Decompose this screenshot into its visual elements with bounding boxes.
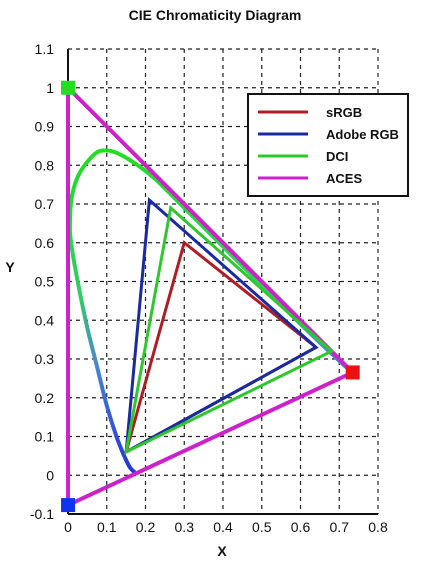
gamut-triangle-aces: [65, 82, 357, 509]
x-tick-label: 0.8: [368, 519, 388, 535]
legend-label-aces: ACES: [326, 171, 362, 186]
x-tick-label: 0.4: [213, 519, 233, 535]
legend-label-dci: DCI: [326, 149, 348, 164]
gamut-triangle-srgb: [123, 240, 319, 456]
y-axis-label: Y: [5, 259, 15, 275]
x-tick-label: 0.6: [291, 519, 311, 535]
x-tick-label: 0.5: [252, 519, 272, 535]
y-tick-label: 0.5: [35, 274, 55, 290]
legend-label-adobe-rgb: Adobe RGB: [326, 127, 399, 142]
y-tick-label: 0: [46, 467, 54, 483]
y-tick-label: 1.1: [35, 41, 55, 57]
blue-primary-marker: [61, 498, 76, 513]
x-tick-label: 0.3: [175, 519, 195, 535]
red-primary-marker: [345, 365, 360, 380]
x-tick-label: 0.7: [330, 519, 350, 535]
gamut-triangle-adobe-rgb: [124, 197, 319, 455]
y-tick-label: 0.4: [35, 312, 55, 328]
y-tick-label: 0.2: [35, 390, 55, 406]
y-tick-label: -0.1: [30, 506, 54, 522]
chart-title: CIE Chromaticity Diagram: [129, 7, 302, 23]
x-tick-label: 0.2: [136, 519, 156, 535]
legend: sRGB Adobe RGB DCI ACES: [247, 93, 409, 197]
y-tick-labels: -0.1 0 0.1 0.2 0.3 0.4 0.5 0.6 0.7 0.8 0.9 1 1.1: [30, 41, 54, 522]
y-tick-label: 0.1: [35, 429, 55, 445]
x-tick-label: 0.1: [97, 519, 117, 535]
y-tick-label: 0.9: [35, 119, 55, 135]
gamut-triangles: [65, 82, 357, 509]
y-tick-label: 0.6: [35, 235, 55, 251]
green-primary-marker: [61, 80, 75, 95]
y-tick-label: 0.8: [35, 157, 55, 173]
legend-label-srgb: sRGB: [326, 105, 362, 120]
x-tick-label: 0: [64, 519, 72, 535]
gamut-triangle-dci: [124, 204, 335, 455]
primary-markers: [61, 80, 360, 513]
spectral-locus: [67, 148, 355, 475]
grid: [68, 48, 379, 514]
y-tick-label: 0.3: [35, 351, 55, 367]
y-tick-label: 0.7: [35, 196, 55, 212]
y-tick-label: 1: [46, 80, 54, 96]
x-tick-labels: 0 0.1 0.2 0.3 0.4 0.5 0.6 0.7 0.8: [64, 519, 388, 535]
x-axis-label: X: [217, 543, 227, 559]
